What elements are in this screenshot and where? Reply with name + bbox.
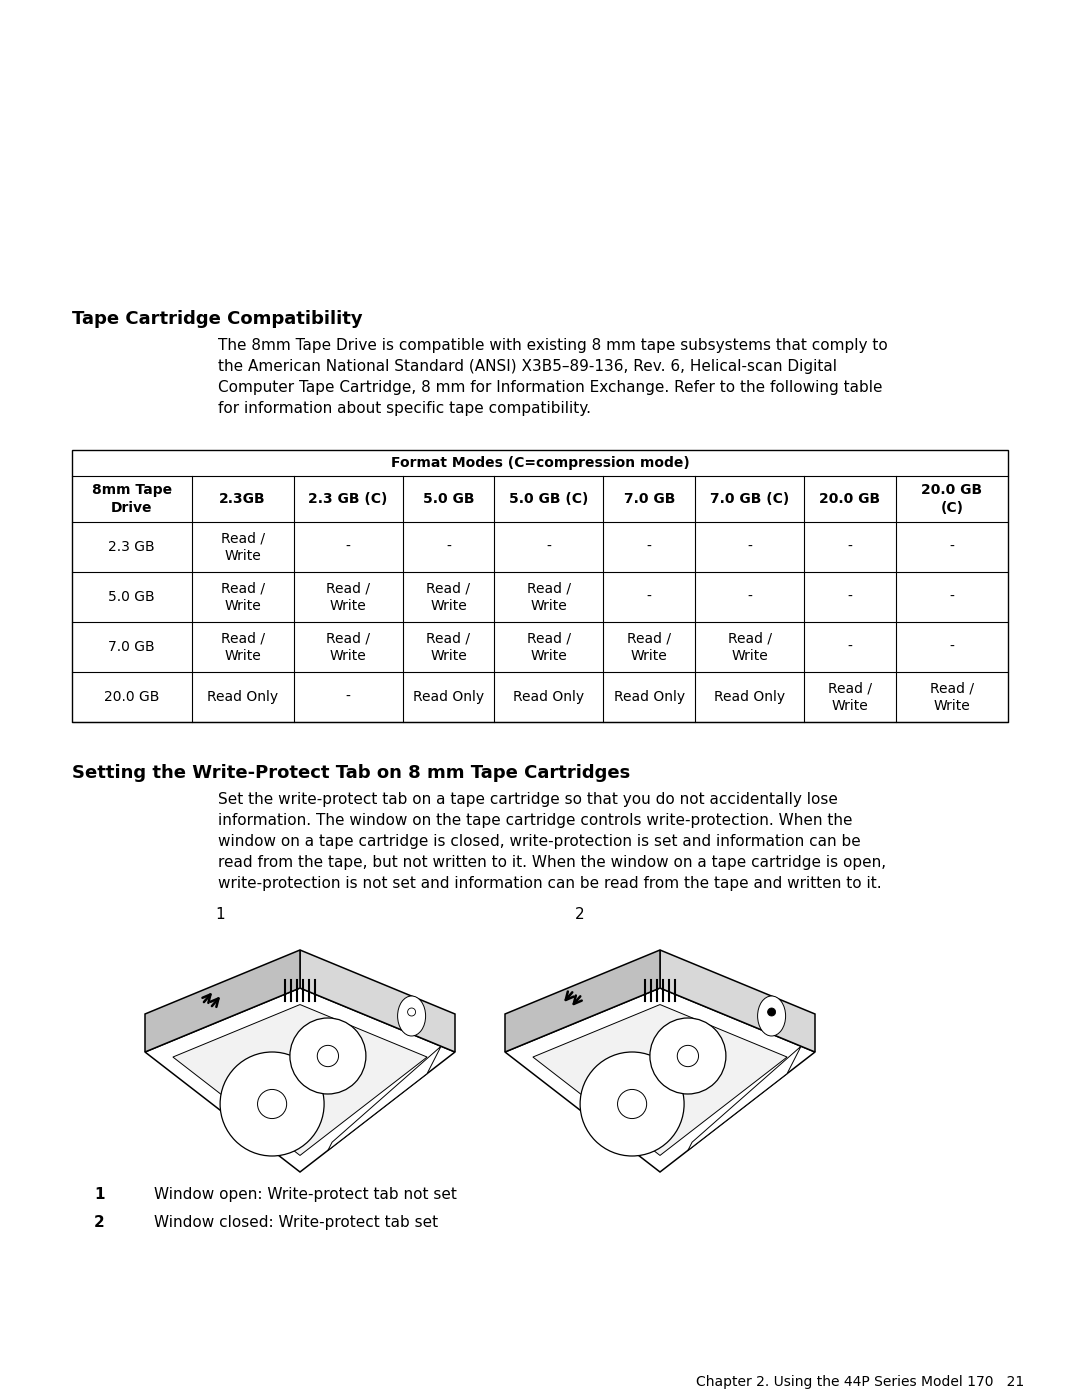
Circle shape: [407, 1009, 416, 1016]
Text: 20.0 GB: 20.0 GB: [820, 492, 880, 506]
Polygon shape: [328, 1046, 441, 1150]
Text: The 8mm Tape Drive is compatible with existing 8 mm tape subsystems that comply : The 8mm Tape Drive is compatible with ex…: [218, 338, 888, 416]
Text: Read /
Write: Read / Write: [828, 682, 872, 712]
Text: 1: 1: [94, 1187, 105, 1201]
Text: Window open: Write-protect tab not set: Window open: Write-protect tab not set: [154, 1187, 457, 1201]
Circle shape: [677, 1045, 699, 1067]
Text: -: -: [949, 590, 955, 604]
Text: Read /
Write: Read / Write: [427, 581, 471, 613]
Text: Read /
Write: Read / Write: [220, 631, 265, 662]
Text: Read /
Write: Read / Write: [930, 682, 974, 712]
Text: 1: 1: [215, 907, 225, 922]
Circle shape: [618, 1090, 647, 1119]
Text: -: -: [647, 541, 651, 555]
Polygon shape: [688, 1046, 801, 1150]
Text: -: -: [747, 590, 752, 604]
Circle shape: [580, 1052, 684, 1155]
Text: 8mm Tape
Drive: 8mm Tape Drive: [92, 483, 172, 514]
Text: -: -: [848, 590, 852, 604]
Ellipse shape: [397, 996, 426, 1037]
Text: Format Modes (C=compression mode): Format Modes (C=compression mode): [391, 455, 689, 469]
Circle shape: [650, 1018, 726, 1094]
Text: -: -: [949, 541, 955, 555]
Circle shape: [257, 1090, 286, 1119]
Text: Read /
Write: Read / Write: [326, 581, 370, 613]
Polygon shape: [660, 950, 815, 1052]
Text: Read /
Write: Read / Write: [220, 531, 265, 563]
Text: Read /
Write: Read / Write: [527, 631, 571, 662]
Text: -: -: [848, 640, 852, 654]
Circle shape: [318, 1045, 338, 1067]
Text: Setting the Write-Protect Tab on 8 mm Tape Cartridges: Setting the Write-Protect Tab on 8 mm Ta…: [72, 764, 631, 782]
Text: -: -: [446, 541, 451, 555]
Text: Read Only: Read Only: [513, 690, 584, 704]
Text: Read /
Write: Read / Write: [527, 581, 571, 613]
Text: Read /
Write: Read / Write: [220, 581, 265, 613]
Bar: [72, 450, 1008, 722]
Ellipse shape: [757, 996, 785, 1037]
Text: -: -: [346, 541, 351, 555]
Text: Read Only: Read Only: [413, 690, 484, 704]
Polygon shape: [145, 950, 300, 1052]
Text: 2.3GB: 2.3GB: [219, 492, 266, 506]
Text: 20.0 GB
(C): 20.0 GB (C): [921, 483, 983, 514]
Polygon shape: [145, 988, 455, 1172]
Polygon shape: [532, 1004, 787, 1155]
Text: -: -: [949, 640, 955, 654]
Text: 5.0 GB: 5.0 GB: [108, 590, 156, 604]
Text: Read Only: Read Only: [613, 690, 685, 704]
Text: 2: 2: [94, 1215, 105, 1229]
Text: Read Only: Read Only: [207, 690, 279, 704]
Polygon shape: [300, 950, 455, 1052]
Text: 5.0 GB (C): 5.0 GB (C): [509, 492, 589, 506]
Text: Read Only: Read Only: [714, 690, 785, 704]
Text: 7.0 GB (C): 7.0 GB (C): [710, 492, 789, 506]
Text: -: -: [747, 541, 752, 555]
Text: Chapter 2. Using the 44P Series Model 170   21: Chapter 2. Using the 44P Series Model 17…: [696, 1375, 1024, 1389]
Circle shape: [289, 1018, 366, 1094]
Text: Tape Cartridge Compatibility: Tape Cartridge Compatibility: [72, 310, 363, 328]
Text: 2.3 GB: 2.3 GB: [108, 541, 156, 555]
Text: 2.3 GB (C): 2.3 GB (C): [309, 492, 388, 506]
Text: Read /
Write: Read / Write: [627, 631, 671, 662]
Text: 2: 2: [575, 907, 584, 922]
Text: -: -: [647, 590, 651, 604]
Text: Set the write-protect tab on a tape cartridge so that you do not accidentally lo: Set the write-protect tab on a tape cart…: [218, 792, 886, 891]
Text: -: -: [346, 690, 351, 704]
Text: 5.0 GB: 5.0 GB: [422, 492, 474, 506]
Text: 20.0 GB: 20.0 GB: [104, 690, 160, 704]
Text: Read /
Write: Read / Write: [427, 631, 471, 662]
Polygon shape: [505, 988, 815, 1172]
Text: 7.0 GB: 7.0 GB: [623, 492, 675, 506]
Circle shape: [768, 1009, 775, 1016]
Polygon shape: [505, 950, 660, 1052]
Text: 7.0 GB: 7.0 GB: [108, 640, 156, 654]
Polygon shape: [173, 1004, 427, 1155]
Text: Window closed: Write-protect tab set: Window closed: Write-protect tab set: [154, 1215, 438, 1229]
Text: Read /
Write: Read / Write: [728, 631, 771, 662]
Text: -: -: [848, 541, 852, 555]
Circle shape: [220, 1052, 324, 1155]
Text: -: -: [546, 541, 551, 555]
Text: Read /
Write: Read / Write: [326, 631, 370, 662]
